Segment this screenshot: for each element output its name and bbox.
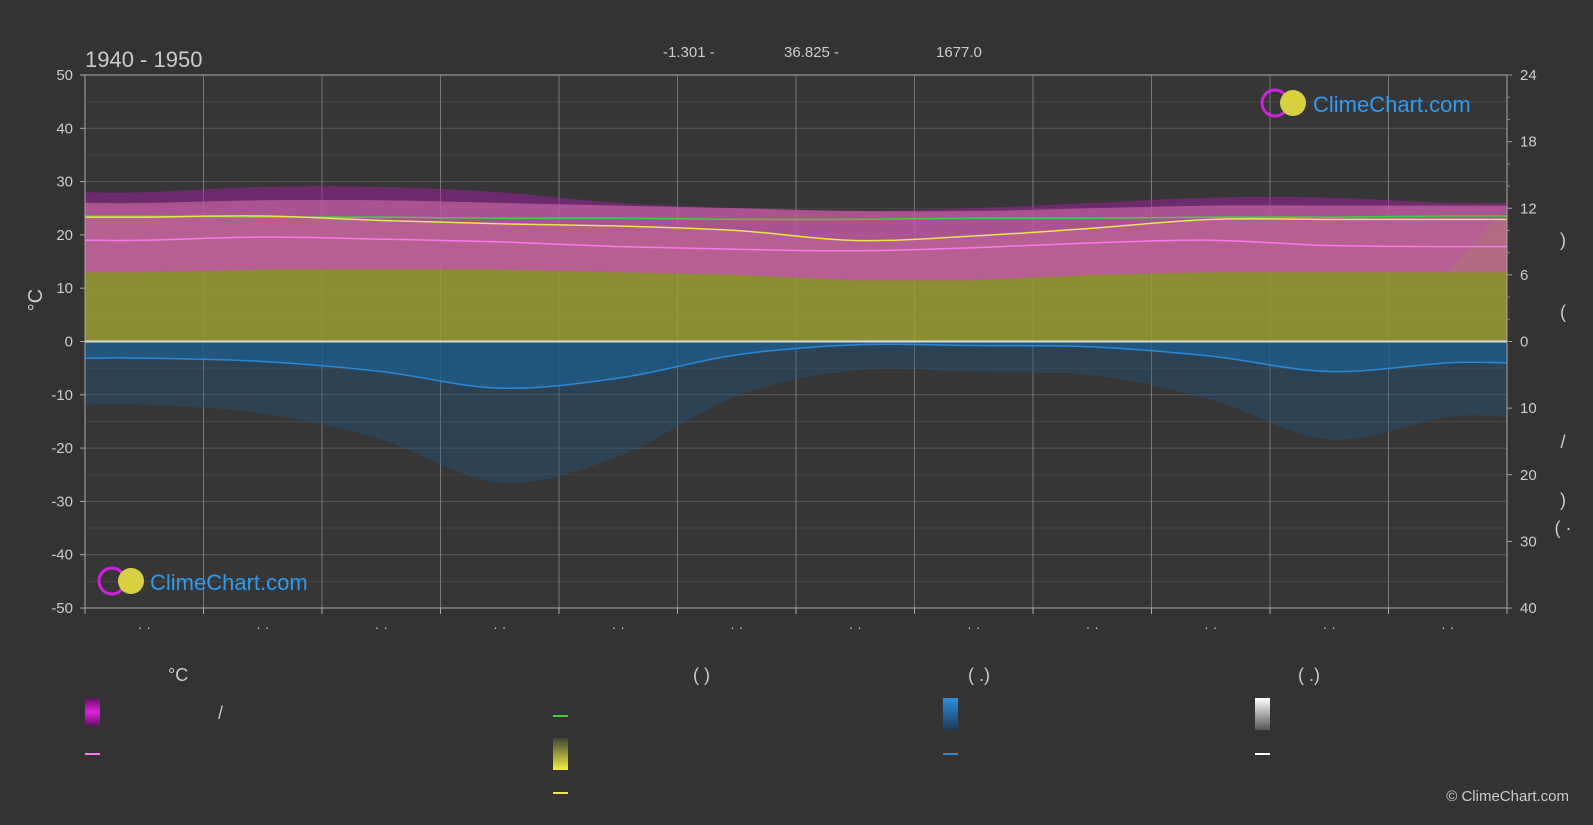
y2-label-2: (	[1560, 302, 1566, 322]
temp-range-band	[85, 199, 1507, 281]
y-tick-label: -50	[51, 600, 73, 617]
y-tick-labels: 50 40 30 20 10 0 -10 -20 -30 -40 -50	[51, 67, 85, 617]
y-tick-label: 20	[56, 227, 73, 244]
precip-area	[85, 341, 1507, 389]
y2-label-5: ( ·	[1555, 518, 1572, 538]
y-tick-label: 10	[56, 280, 73, 297]
y-tick-label: 30	[56, 174, 73, 191]
x-tick-label: · ·	[375, 619, 388, 635]
y2-label-3: /	[1560, 432, 1565, 452]
y2-precip-tick-label: 20	[1520, 467, 1537, 484]
y2-hours-tick-label: 18	[1520, 134, 1537, 151]
precip-line	[84, 343, 1508, 390]
y-tick-label: 0	[65, 334, 73, 351]
logo-sun-icon	[118, 568, 144, 594]
x-tick-label: · ·	[1323, 619, 1336, 635]
logo-bottom-left: ClimeChart.com	[97, 566, 308, 596]
y-tick-label: 40	[56, 120, 73, 137]
elevation-value: 1677.0	[936, 44, 982, 61]
y2-tick-labels: 24 18 12 6 0 10 20 30 40	[1507, 67, 1537, 617]
logo-sun-icon	[1280, 90, 1306, 116]
legend-mean-temp-swatch	[85, 753, 100, 755]
y2-label-1: )	[1560, 230, 1566, 250]
x-tick-label: · ·	[1086, 619, 1099, 635]
legend-header-daylight: ( )	[693, 665, 710, 685]
y2-hours-tick-label: 24	[1520, 67, 1537, 84]
legend-header-rain: ( .)	[968, 665, 990, 685]
y-tick-label: -20	[51, 440, 73, 457]
latitude-value: -1.301 -	[663, 44, 715, 61]
x-tick-label: · ·	[138, 619, 151, 635]
y2-hours-tick-label: 6	[1520, 267, 1528, 284]
y-tick-label: -30	[51, 493, 73, 510]
y2-hours-tick-label: 0	[1520, 334, 1528, 351]
x-tick-label: · ·	[493, 619, 506, 635]
x-tick-label: · ·	[967, 619, 980, 635]
y-axis-title: °C	[25, 289, 47, 311]
mean-temp-line	[84, 236, 1508, 252]
period-title: 1940 - 1950	[85, 47, 202, 72]
legend-temp-range-separator: /	[218, 703, 224, 723]
legend-daylight-swatch	[553, 715, 568, 717]
data-lines	[84, 215, 1508, 390]
y2-precip-tick-label: 10	[1520, 400, 1537, 417]
logo-text: ClimeChart.com	[150, 570, 308, 595]
y2-label-4: )	[1560, 490, 1566, 510]
logo-top-right: ClimeChart.com	[1260, 88, 1471, 118]
x-tick-label: · ·	[1441, 619, 1454, 635]
x-tick-label: · ·	[256, 619, 269, 635]
legend-rain-line-swatch	[943, 753, 958, 755]
legend-sunshine-line-swatch	[553, 792, 568, 794]
legend-header-snow: ( .)	[1298, 665, 1320, 685]
legend-snow-line-swatch	[1255, 753, 1270, 755]
y2-precip-tick-label: 30	[1520, 533, 1537, 550]
y-tick-label: -40	[51, 547, 73, 564]
longitude-value: 36.825 -	[784, 44, 839, 61]
legend-temp-range-swatch	[85, 698, 100, 726]
logo-text: ClimeChart.com	[1313, 92, 1471, 117]
legend-snow-swatch	[1255, 698, 1270, 730]
x-tick-labels: · · · · · · · · · · · · · · · · · · · · · · · ·	[84, 608, 1508, 635]
x-tick-label: · ·	[612, 619, 625, 635]
y-tick-label: -10	[51, 387, 73, 404]
legend-rain-swatch	[943, 698, 958, 730]
legend-sunshine-swatch	[553, 738, 568, 770]
copyright: © ClimeChart.com	[1446, 788, 1569, 805]
data-areas	[85, 186, 1507, 484]
y2-precip-tick-label: 40	[1520, 600, 1537, 617]
x-tick-label: · ·	[730, 619, 743, 635]
y2-hours-tick-label: 12	[1520, 200, 1537, 217]
y-tick-label: 50	[56, 67, 73, 84]
sunshine-line	[84, 215, 1507, 242]
x-tick-label: · ·	[849, 619, 862, 635]
legend-header-temperature: °C	[168, 665, 189, 685]
x-tick-label: · ·	[1204, 619, 1217, 635]
